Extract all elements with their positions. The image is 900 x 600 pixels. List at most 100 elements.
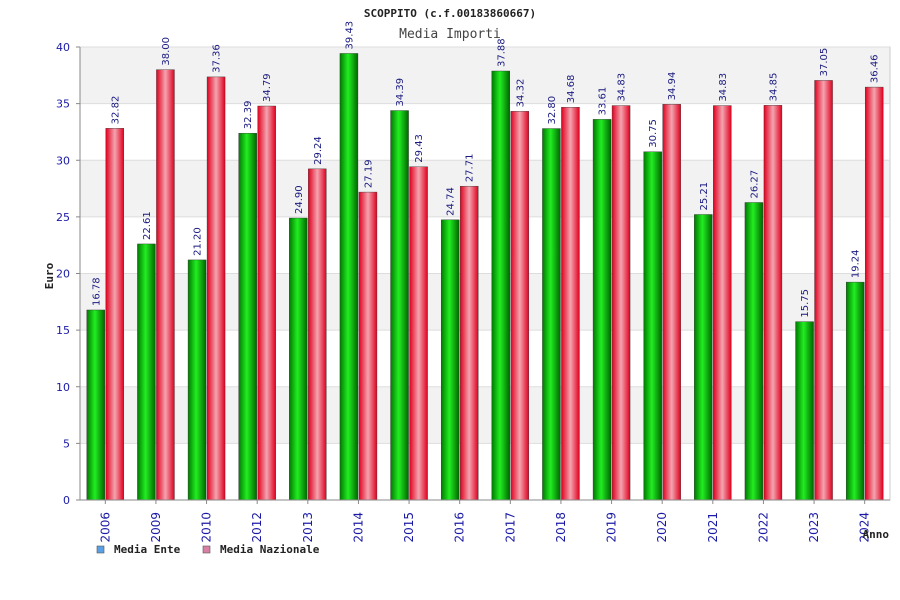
x-tick-label-2016: 2016 (453, 512, 467, 543)
data-label-media-nazionale-2006: 32.82 (110, 96, 121, 125)
x-tick-label-2021: 2021 (706, 512, 720, 543)
bar-media-ente-2021 (694, 214, 713, 501)
bar-media-nazionale-2010 (206, 76, 226, 501)
x-tick-label-2018: 2018 (554, 512, 568, 543)
x-axis-ticks: 2006 2009 2010 2012 2013 2014 2015 2016 2017 2018… (80, 499, 890, 543)
y-tick-label: 35 (56, 98, 70, 111)
y-tick-label: 5 (63, 437, 70, 450)
data-label-media-nazionale-2021: 34.83 (718, 73, 729, 102)
legend-label-media-ente: Media Ente (114, 543, 181, 556)
y-tick-label: 15 (56, 324, 70, 337)
data-label-media-ente-2015: 34.39 (395, 78, 406, 107)
bar-media-ente-2018 (542, 128, 561, 501)
y-tick-label: 30 (56, 154, 70, 167)
bar-media-ente-2016 (440, 219, 460, 501)
bar-media-nazionale-2013 (308, 168, 327, 501)
data-label-media-ente-2023: 15.75 (800, 289, 811, 318)
bar-media-ente-2015 (390, 110, 409, 501)
x-tick-label-2010: 2010 (200, 512, 214, 543)
data-label-media-nazionale-2024: 36.46 (870, 54, 881, 83)
y-tick-label: 40 (56, 41, 70, 54)
bar-media-ente-2006 (86, 309, 106, 501)
data-label-media-nazionale-2022: 34.85 (768, 73, 779, 102)
bar-media-nazionale-2018 (561, 107, 580, 501)
bar-media-ente-2023 (795, 321, 814, 501)
data-label-media-ente-2009: 22.61 (142, 211, 153, 240)
data-label-media-ente-2012: 32.39 (243, 101, 254, 130)
data-label-media-ente-2010: 21.20 (193, 227, 204, 256)
bar-media-ente-2009 (137, 243, 156, 501)
bar-media-nazionale-2023 (814, 80, 833, 501)
bar-media-nazionale-2016 (459, 185, 479, 501)
data-label-media-nazionale-2014: 27.19 (363, 159, 374, 188)
y-tick-label: 0 (63, 494, 70, 507)
chart-title: SCOPPITO (c.f.00183860667) (364, 7, 536, 20)
data-label-media-nazionale-2018: 34.68 (566, 75, 577, 104)
data-label-media-ente-2013: 24.90 (294, 185, 305, 214)
y-axis-label: Euro (43, 262, 56, 289)
y-tick-label: 20 (56, 268, 70, 281)
x-axis-label: Anno (863, 528, 890, 541)
bar-media-nazionale-2021 (713, 105, 732, 501)
bar-media-nazionale-2022 (763, 105, 783, 501)
bars (86, 53, 884, 501)
bar-media-ente-2019 (592, 119, 612, 501)
data-label-media-ente-2018: 32.80 (547, 96, 558, 125)
bar-media-nazionale-2012 (257, 105, 276, 501)
x-tick-label-2023: 2023 (807, 512, 821, 543)
data-label-media-ente-2014: 39.43 (344, 21, 355, 50)
x-tick-label-2020: 2020 (655, 512, 669, 543)
x-tick-label-2006: 2006 (98, 512, 112, 543)
x-tick-label-2014: 2014 (351, 512, 365, 543)
bar-media-nazionale-2014 (358, 191, 378, 501)
data-labels: 16.78 32.82 22.61 38.00 21.20 37.36 32.39 34.79… (91, 21, 880, 318)
data-label-media-nazionale-2010: 37.36 (212, 44, 223, 73)
bar-media-ente-2012 (238, 132, 257, 501)
x-tick-label-2012: 2012 (250, 512, 264, 543)
data-label-media-ente-2021: 25.21 (699, 182, 710, 211)
data-label-media-nazionale-2012: 34.79 (262, 73, 273, 102)
bar-media-nazionale-2019 (611, 105, 631, 501)
bar-media-nazionale-2024 (864, 86, 884, 501)
data-label-media-ente-2024: 19.24 (851, 249, 862, 278)
x-tick-label-2013: 2013 (301, 512, 315, 543)
bar-media-ente-2024 (845, 281, 865, 501)
data-label-media-ente-2020: 30.75 (648, 119, 659, 148)
data-label-media-ente-2022: 26.27 (749, 170, 760, 199)
bar-media-ente-2022 (744, 202, 764, 501)
bar-media-ente-2020 (643, 151, 662, 501)
y-axis-ticks: 0 5 10 15 20 25 30 35 40 (56, 41, 81, 507)
data-label-media-nazionale-2019: 34.83 (617, 73, 628, 102)
x-tick-label-2017: 2017 (503, 512, 517, 543)
data-label-media-ente-2019: 33.61 (598, 87, 609, 116)
data-label-media-ente-2006: 16.78 (91, 277, 102, 306)
bar-media-ente-2010 (187, 259, 207, 501)
data-label-media-nazionale-2017: 34.32 (515, 79, 526, 108)
bar-media-nazionale-2020 (662, 104, 681, 501)
legend: Media Ente Media Nazionale (96, 543, 320, 556)
data-label-media-ente-2016: 24.74 (446, 187, 457, 216)
data-label-media-nazionale-2016: 27.71 (465, 154, 476, 183)
bar-media-nazionale-2017 (510, 111, 530, 501)
bar-media-ente-2017 (491, 70, 511, 501)
y-tick-label: 25 (56, 211, 70, 224)
data-label-media-ente-2017: 37.88 (496, 38, 507, 67)
bar-media-nazionale-2006 (105, 128, 125, 501)
data-label-media-nazionale-2013: 29.24 (313, 136, 324, 165)
data-label-media-nazionale-2015: 29.43 (414, 134, 425, 163)
data-label-media-nazionale-2020: 34.94 (667, 72, 678, 101)
y-tick-label: 10 (56, 381, 70, 394)
legend-swatch-media-ente (96, 545, 105, 554)
legend-label-media-nazionale: Media Nazionale (220, 543, 320, 556)
bar-media-nazionale-2009 (156, 69, 175, 501)
data-label-media-nazionale-2009: 38.00 (161, 37, 172, 66)
bar-media-nazionale-2015 (409, 166, 428, 501)
x-tick-label-2009: 2009 (149, 512, 163, 543)
bar-media-ente-2013 (289, 217, 308, 501)
legend-swatch-media-nazionale (202, 545, 211, 554)
bar-media-ente-2014 (339, 53, 359, 501)
data-label-media-nazionale-2023: 37.05 (819, 48, 830, 77)
x-tick-label-2015: 2015 (402, 512, 416, 543)
x-tick-label-2024: 2024 (858, 512, 872, 543)
